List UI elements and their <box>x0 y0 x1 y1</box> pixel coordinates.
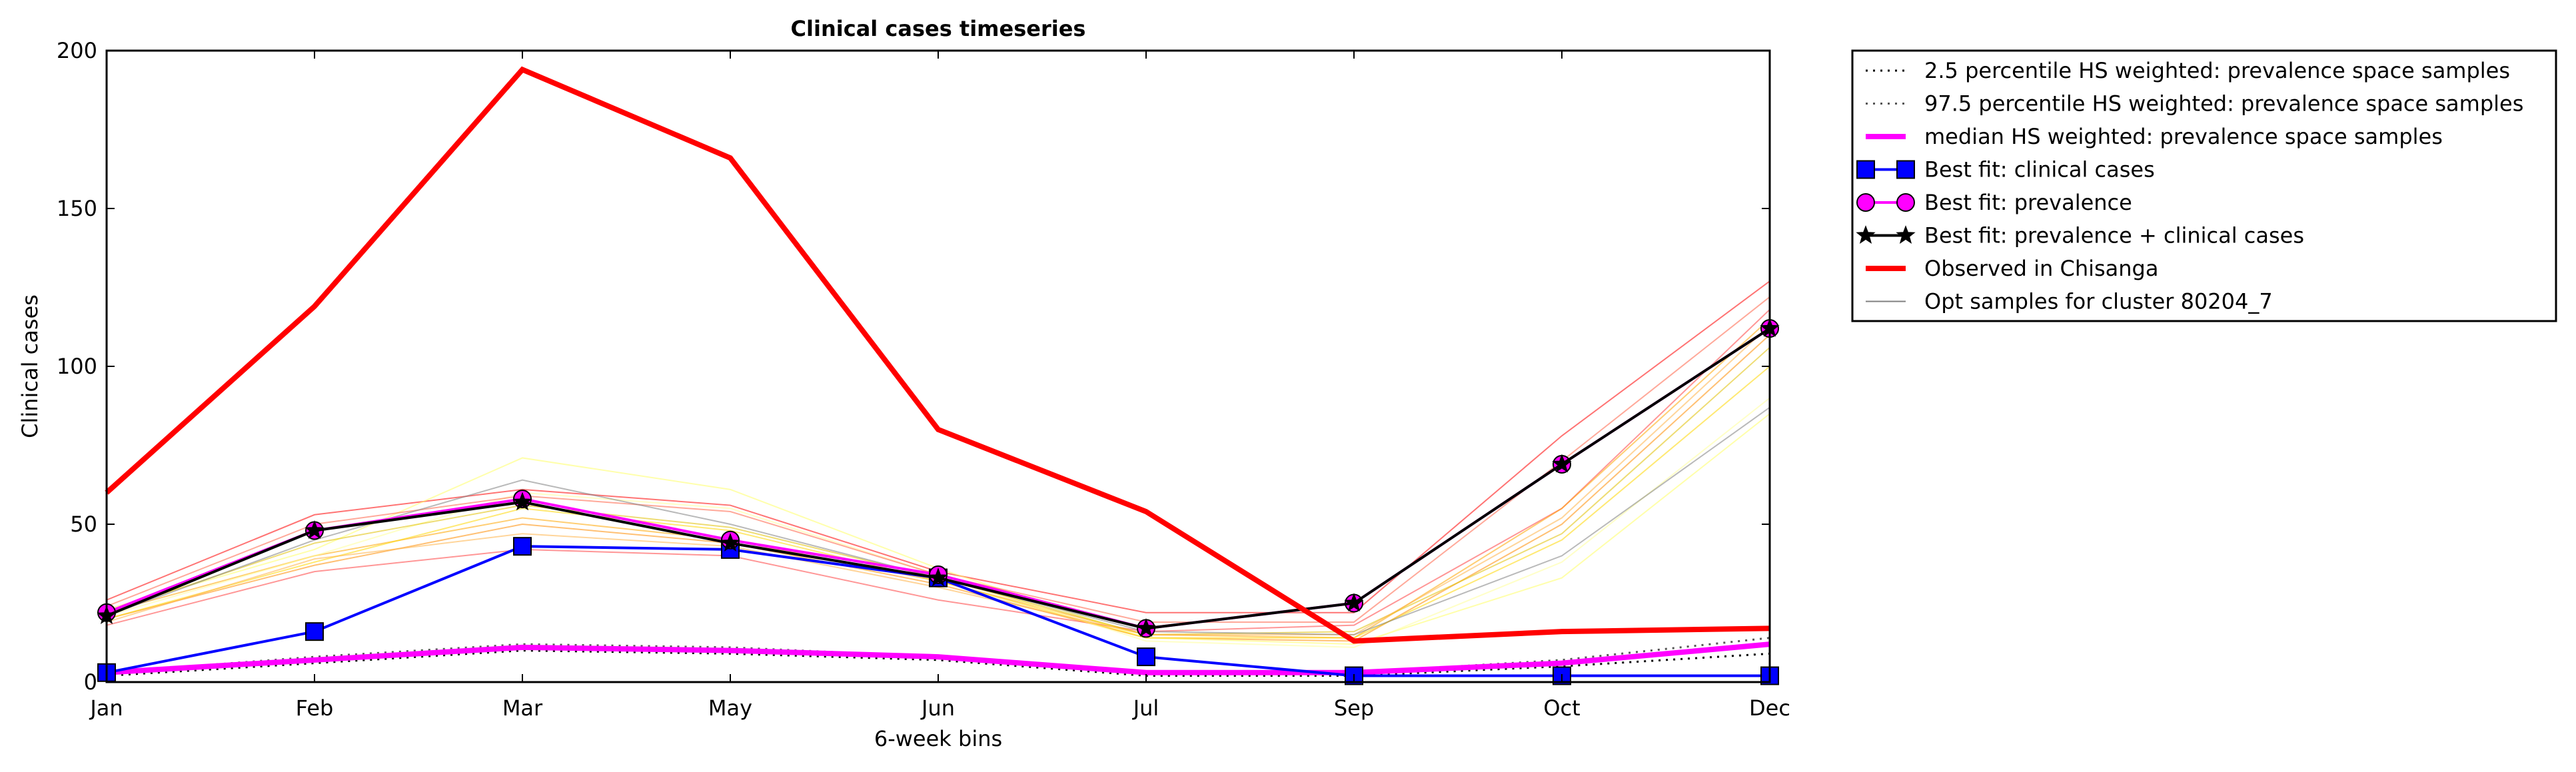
y-axis-label: Clinical cases <box>17 294 43 438</box>
legend-marker-start-best-fit-prevalence-clinical-cases <box>1856 225 1876 244</box>
point-best-fit-clinical-cases-3 <box>513 537 532 556</box>
point-best-fit-clinical-cases-6 <box>1137 647 1155 667</box>
point-best-fit-clinical-cases-2 <box>305 622 324 641</box>
x-tick-label-7: Sep <box>1334 695 1374 721</box>
legend-marker-start-best-fit-prevalence <box>1856 193 1875 212</box>
y-tick-label-3: 100 <box>57 354 97 379</box>
series-line-observed-in-chisanga <box>105 66 1770 644</box>
legend-marker-end-best-fit-clinical-cases <box>1896 160 1915 179</box>
y-tick-label-5: 200 <box>57 38 97 63</box>
legend-label-median-hs-weighted-prevalence-space-samples: median HS weighted: prevalence space sam… <box>1924 124 2443 149</box>
legend-label-best-fit-prevalence-clinical-cases: Best fit: prevalence + clinical cases <box>1924 223 2304 248</box>
point-best-fit-prevalence-clinical-cases-6 <box>1136 617 1156 637</box>
point-best-fit-prevalence-clinical-cases-3 <box>512 492 532 511</box>
point-best-fit-prevalence-clinical-cases-5 <box>928 568 948 587</box>
plot-area <box>97 66 1780 685</box>
point-best-fit-prevalence-clinical-cases-7 <box>1344 593 1364 611</box>
legend-label-2-5-percentile-hs-weighted-prevalence-space-samples: 2.5 percentile HS weighted: prevalence s… <box>1924 58 2510 83</box>
point-best-fit-prevalence-clinical-cases-2 <box>305 520 324 539</box>
x-axis-label: 6-week bins <box>874 726 1002 751</box>
point-best-fit-prevalence-clinical-cases-8 <box>1552 454 1572 473</box>
legend-label-opt-samples-for-cluster-80204-7: Opt samples for cluster 80204_7 <box>1924 289 2273 314</box>
y-tick-label-4: 150 <box>57 196 97 221</box>
y-tick-label-2: 50 <box>70 512 97 537</box>
chart-title: Clinical cases timeseries <box>791 16 1086 41</box>
x-tick-label-2: Feb <box>296 695 334 721</box>
legend-label-best-fit-clinical-cases: Best fit: clinical cases <box>1924 157 2155 183</box>
opt-sample-line-2 <box>106 308 1770 633</box>
x-tick-label-8: Oct <box>1543 695 1580 721</box>
x-tick-label-6: Jul <box>1132 695 1159 721</box>
legend-frame <box>1851 49 2557 322</box>
x-tick-label-4: May <box>708 695 752 721</box>
y-tick-label-1: 0 <box>84 669 97 695</box>
legend: 2.5 percentile HS weighted: prevalence s… <box>1851 49 2557 322</box>
x-tick-label-1: Jan <box>89 695 123 721</box>
axes-ticks: Jan Feb Mar May Jun Jul Sep Oct Dec 0 50 100 150 200 <box>57 38 1790 721</box>
legend-label-97-5-percentile-hs-weighted-prevalence-space-samples: 97.5 percentile HS weighted: prevalence … <box>1924 91 2523 117</box>
legend-marker-start-best-fit-clinical-cases <box>1856 160 1875 179</box>
legend-marker-end-best-fit-prevalence-clinical-cases <box>1896 225 1916 244</box>
series-line-median-hs-weighted-prevalence-space-samples <box>106 641 1770 675</box>
x-tick-label-5: Jun <box>920 695 955 721</box>
point-best-fit-prevalence-clinical-cases-4 <box>720 533 740 552</box>
x-tick-label-3: Mar <box>502 695 543 721</box>
opt-sample-line-10 <box>106 324 1770 635</box>
legend-label-observed-in-chisanga: Observed in Chisanga <box>1924 256 2158 281</box>
x-tick-label-9: Dec <box>1749 695 1790 721</box>
legend-label-best-fit-prevalence: Best fit: prevalence <box>1924 190 2132 215</box>
legend-marker-end-best-fit-prevalence <box>1896 193 1915 212</box>
